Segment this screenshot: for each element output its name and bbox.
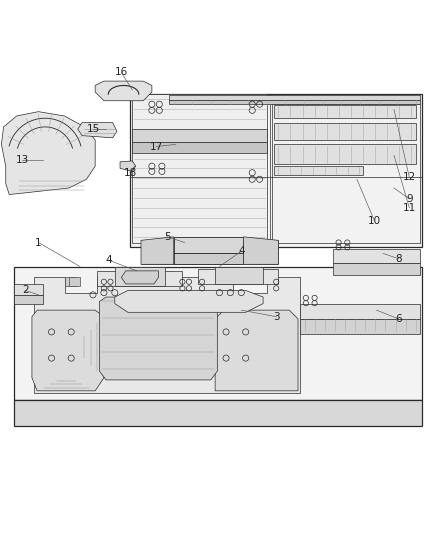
Polygon shape xyxy=(121,271,158,284)
Polygon shape xyxy=(141,240,278,253)
Polygon shape xyxy=(69,277,80,286)
Polygon shape xyxy=(97,271,182,286)
Polygon shape xyxy=(273,144,415,164)
Polygon shape xyxy=(32,310,104,391)
Text: 2: 2 xyxy=(22,286,28,295)
Polygon shape xyxy=(14,400,421,426)
Polygon shape xyxy=(300,319,419,334)
Polygon shape xyxy=(14,284,43,295)
Polygon shape xyxy=(132,94,267,243)
Text: 10: 10 xyxy=(367,216,380,225)
Polygon shape xyxy=(169,95,419,100)
Polygon shape xyxy=(173,237,243,253)
Polygon shape xyxy=(132,142,267,153)
Polygon shape xyxy=(271,104,419,243)
Text: 6: 6 xyxy=(394,314,401,324)
Polygon shape xyxy=(215,266,262,284)
Polygon shape xyxy=(120,161,135,172)
Polygon shape xyxy=(173,253,243,264)
Polygon shape xyxy=(115,290,262,312)
Polygon shape xyxy=(300,304,419,319)
Text: 9: 9 xyxy=(405,194,412,204)
Polygon shape xyxy=(141,237,173,264)
Polygon shape xyxy=(14,268,421,400)
Text: 11: 11 xyxy=(402,203,415,213)
Polygon shape xyxy=(141,253,278,264)
Text: 3: 3 xyxy=(272,312,279,322)
Text: 4: 4 xyxy=(237,246,244,256)
Text: 17: 17 xyxy=(149,142,162,151)
Polygon shape xyxy=(273,166,363,175)
Polygon shape xyxy=(197,269,278,284)
Polygon shape xyxy=(273,105,415,118)
Polygon shape xyxy=(99,297,217,380)
Text: 4: 4 xyxy=(105,255,111,265)
Polygon shape xyxy=(34,277,300,393)
Text: 5: 5 xyxy=(163,232,170,242)
Text: 16: 16 xyxy=(114,67,128,77)
Polygon shape xyxy=(332,263,419,275)
Polygon shape xyxy=(215,310,297,391)
Polygon shape xyxy=(1,111,95,195)
Polygon shape xyxy=(14,295,43,304)
Text: 13: 13 xyxy=(16,155,29,165)
Text: 8: 8 xyxy=(394,254,401,264)
Polygon shape xyxy=(273,123,415,140)
Polygon shape xyxy=(243,237,278,264)
Text: 1: 1 xyxy=(35,238,42,247)
Polygon shape xyxy=(169,100,419,104)
Polygon shape xyxy=(132,129,267,142)
Text: 12: 12 xyxy=(402,172,415,182)
Polygon shape xyxy=(95,81,152,101)
Text: 15: 15 xyxy=(86,124,99,134)
Polygon shape xyxy=(64,277,75,286)
Polygon shape xyxy=(130,94,421,247)
Polygon shape xyxy=(332,249,419,263)
Text: 18: 18 xyxy=(123,168,136,177)
Polygon shape xyxy=(78,123,117,138)
Polygon shape xyxy=(115,266,165,286)
